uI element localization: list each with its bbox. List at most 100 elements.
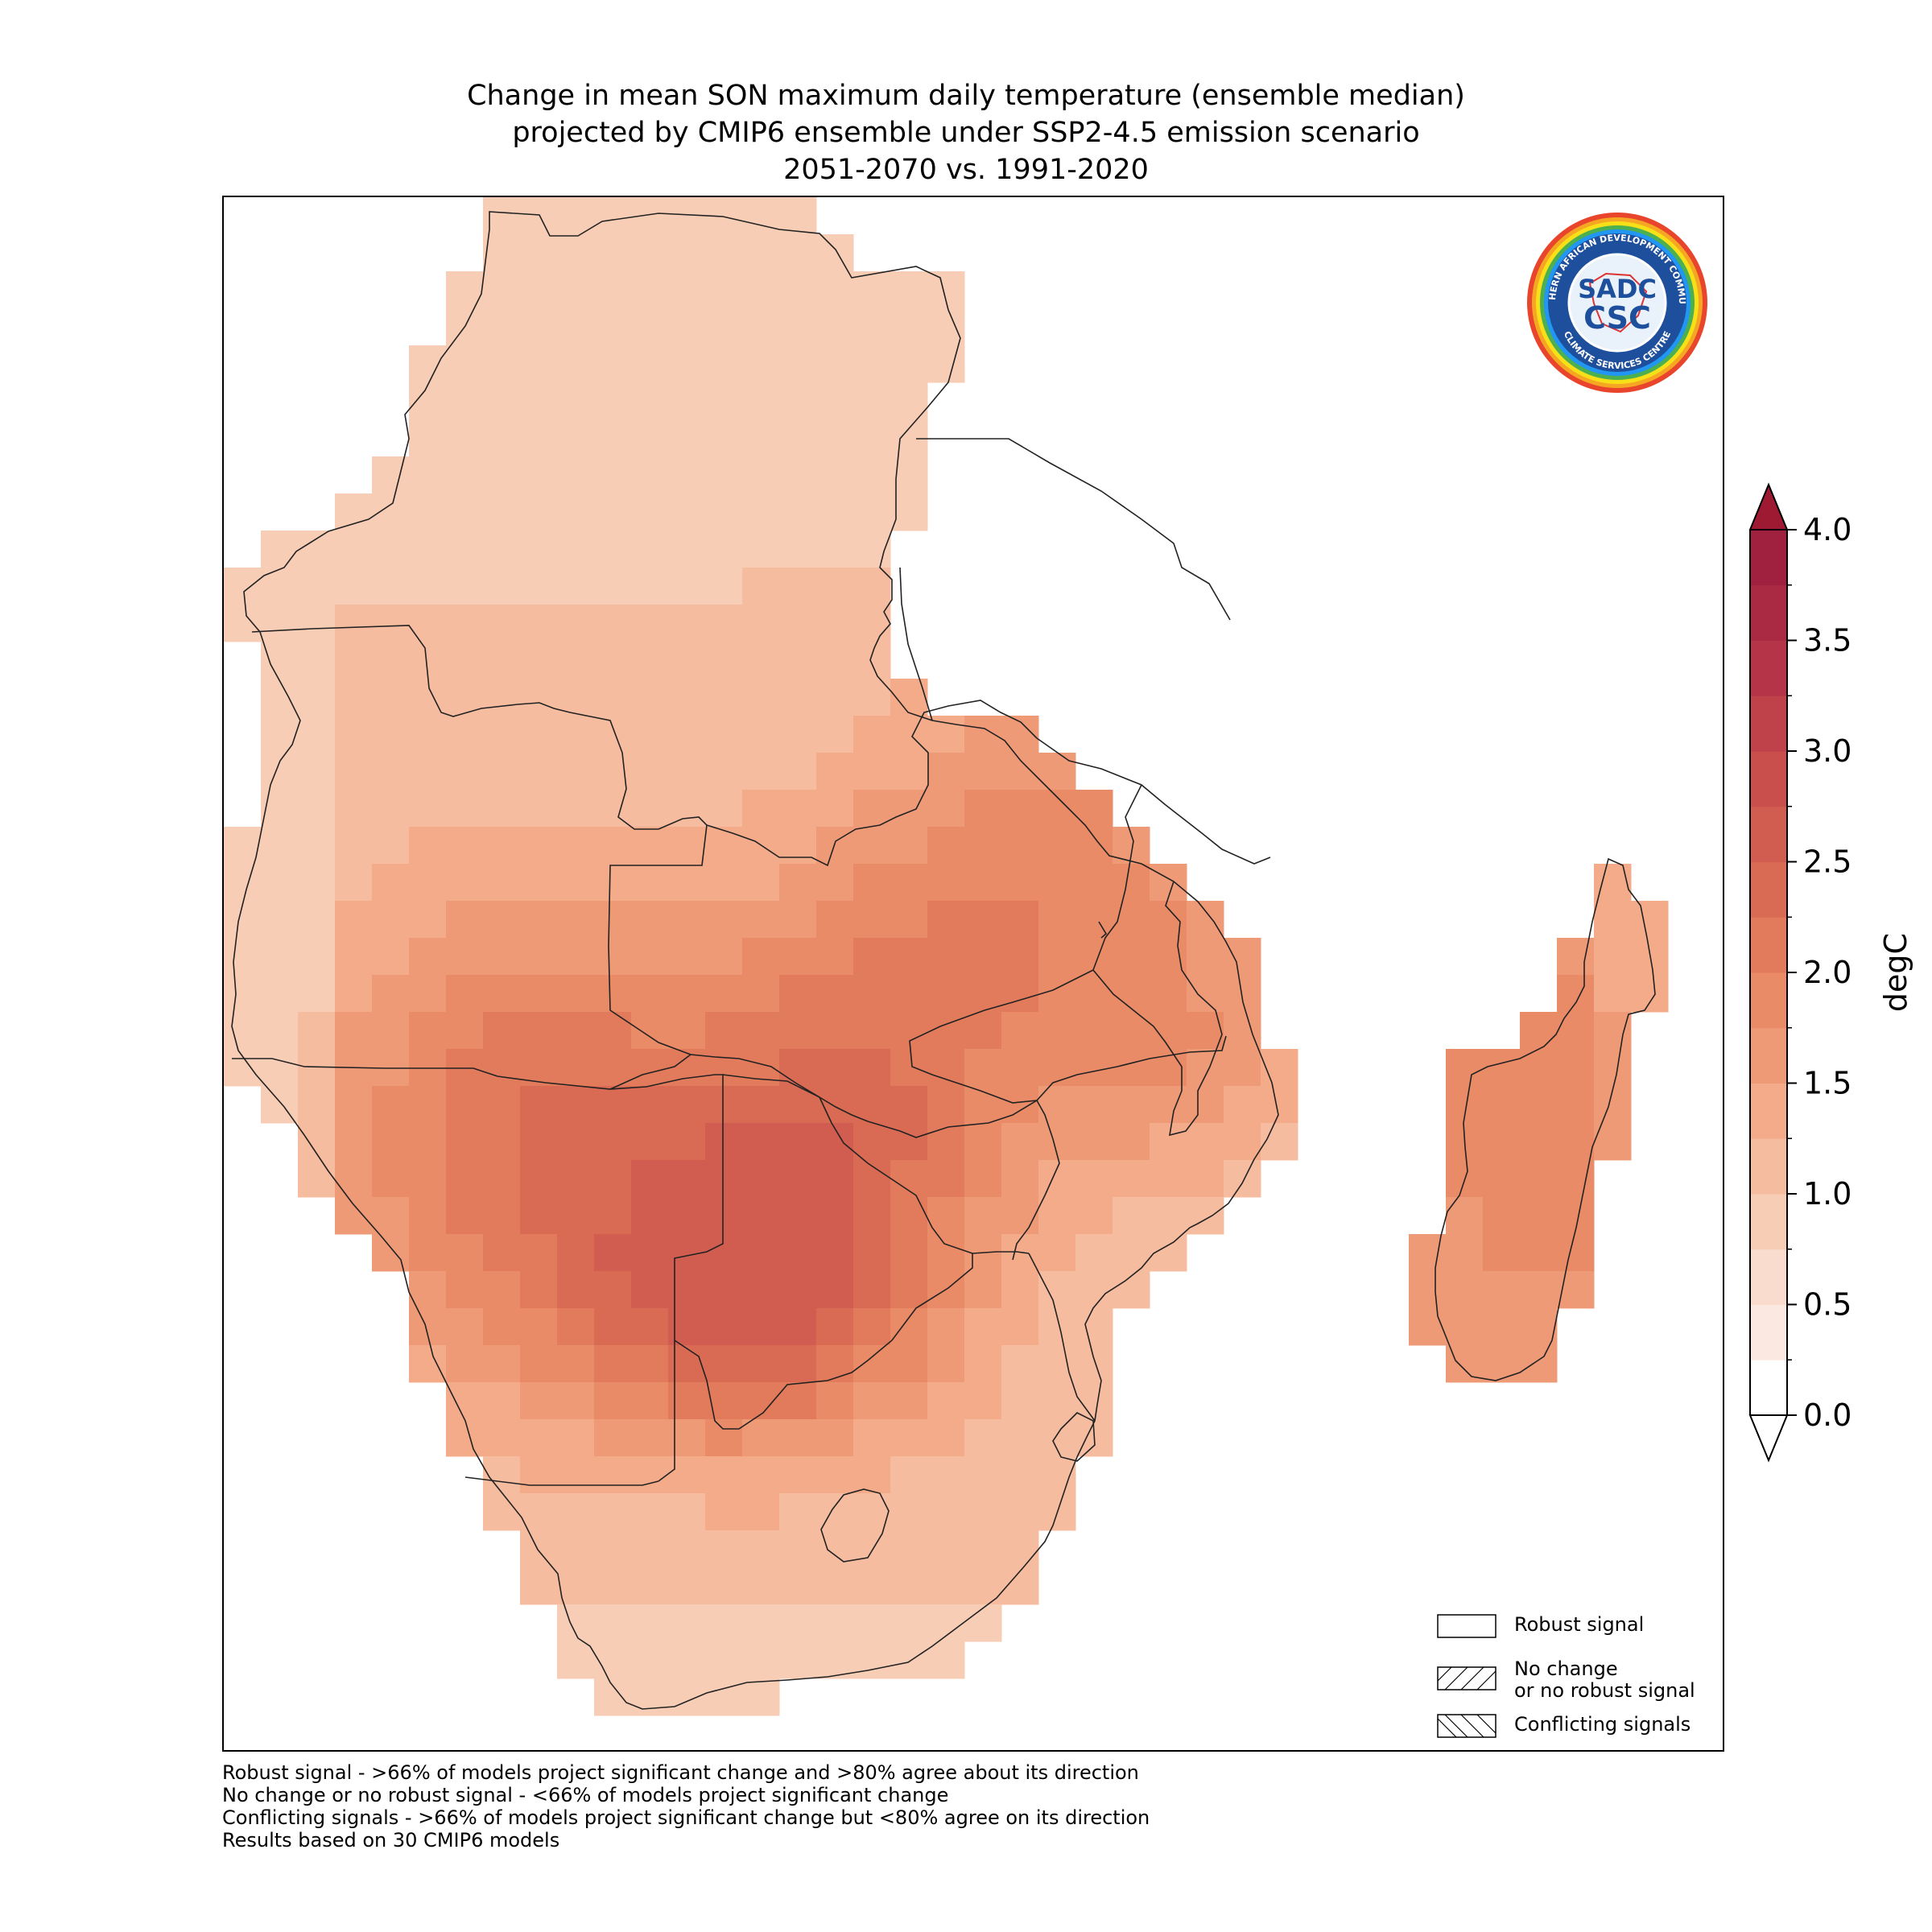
grid-cell xyxy=(964,1345,1002,1383)
grid-cell xyxy=(594,271,632,309)
colorbar-block xyxy=(1750,806,1787,862)
grid-cell xyxy=(372,530,410,568)
grid-cell xyxy=(409,753,447,791)
grid-cell xyxy=(1075,1160,1113,1198)
grid-cell xyxy=(668,493,706,531)
grid-cell xyxy=(298,938,336,976)
grid-cell xyxy=(1001,1530,1039,1568)
grid-cell xyxy=(816,308,854,346)
grid-cell xyxy=(557,382,595,420)
grid-cell xyxy=(927,901,965,939)
grid-cell xyxy=(890,938,928,976)
grid-cell xyxy=(520,493,558,531)
grid-cell xyxy=(335,864,373,902)
grid-cell xyxy=(594,530,632,568)
grid-cell xyxy=(335,827,373,865)
grid-cell xyxy=(1075,938,1113,976)
grid-cell xyxy=(1557,975,1595,1013)
grid-cell xyxy=(631,1419,669,1457)
grid-cell xyxy=(779,753,817,791)
grid-cell xyxy=(816,1604,854,1642)
grid-cell xyxy=(557,568,595,605)
grid-cell xyxy=(261,605,299,642)
grid-cell xyxy=(594,1456,632,1494)
grid-cell xyxy=(964,790,1002,828)
grid-cell xyxy=(890,1456,928,1494)
colorbar-ticks: 0.0 0.5 1.0 1.5 2.0 2.5 3.0 3.5 4.0 xyxy=(1787,512,1852,1433)
grid-cell xyxy=(742,530,780,568)
grid-cell xyxy=(1075,1271,1113,1309)
temperature-grid xyxy=(224,197,1669,1716)
grid-cell xyxy=(742,1308,780,1346)
grid-cell xyxy=(1038,1049,1076,1087)
grid-cell xyxy=(483,197,521,235)
grid-cell xyxy=(705,901,743,939)
grid-cell xyxy=(335,1123,373,1161)
grid-cell xyxy=(742,345,780,383)
grid-cell xyxy=(446,679,484,716)
grid-cell xyxy=(890,864,928,902)
grid-cell xyxy=(409,975,447,1013)
grid-cell xyxy=(1224,1123,1261,1161)
grid-cell xyxy=(483,716,521,753)
grid-cell xyxy=(520,382,558,420)
grid-cell xyxy=(520,234,558,272)
grid-cell xyxy=(446,975,484,1013)
grid-cell xyxy=(1038,864,1076,902)
grid-cell xyxy=(890,1234,928,1272)
grid-cell xyxy=(594,1271,632,1309)
grid-cell xyxy=(742,679,780,716)
footnote-no-change: No change or no robust signal - <66% of … xyxy=(222,1784,949,1806)
grid-cell xyxy=(927,1012,965,1050)
grid-cell xyxy=(594,679,632,716)
grid-cell xyxy=(483,1012,521,1050)
grid-cell xyxy=(557,345,595,383)
grid-cell xyxy=(816,1419,854,1457)
grid-cell xyxy=(557,530,595,568)
grid-cell xyxy=(853,456,891,494)
grid-cell xyxy=(557,234,595,272)
grid-cell xyxy=(668,938,706,976)
grid-cell xyxy=(557,1049,595,1087)
grid-cell xyxy=(890,1123,928,1161)
grid-cell xyxy=(631,1271,669,1309)
grid-cell xyxy=(668,1123,706,1161)
grid-cell xyxy=(224,1049,262,1087)
grid-cell xyxy=(520,1234,558,1272)
grid-cell xyxy=(557,1123,595,1161)
grid-cell xyxy=(1520,1197,1558,1235)
grid-cell xyxy=(1483,1271,1521,1309)
colorbar-block xyxy=(1750,640,1787,696)
grid-cell xyxy=(816,1197,854,1235)
grid-cell xyxy=(409,1234,447,1272)
grid-cell xyxy=(890,1419,928,1457)
legend-item-no-change: No change or no robust signal xyxy=(1437,1658,1695,1702)
grid-cell xyxy=(594,382,632,420)
grid-cell xyxy=(927,1493,965,1531)
border-zimbabwe-south-africa xyxy=(972,1251,1030,1254)
grid-cell xyxy=(224,568,262,605)
grid-cell xyxy=(668,1530,706,1568)
grid-cell xyxy=(1557,1271,1595,1309)
grid-cell xyxy=(298,605,336,642)
grid-cell xyxy=(853,1308,891,1346)
grid-cell xyxy=(261,1049,299,1087)
grid-cell xyxy=(816,1530,854,1568)
footnote-model-count: Results based on 30 CMIP6 models xyxy=(222,1829,560,1852)
grid-cell xyxy=(557,1197,595,1235)
grid-cell xyxy=(705,1049,743,1087)
grid-cell xyxy=(483,308,521,346)
grid-cell xyxy=(890,1382,928,1420)
grid-cell xyxy=(668,1382,706,1420)
grid-cell xyxy=(1038,938,1076,976)
legend-label-conflicting: Conflicting signals xyxy=(1514,1713,1691,1736)
colorbar-tick-label: 0.0 xyxy=(1803,1397,1852,1433)
grid-cell xyxy=(594,568,632,605)
grid-cell xyxy=(520,827,558,865)
grid-cell xyxy=(409,1345,447,1383)
grid-cell xyxy=(557,864,595,902)
grid-cell xyxy=(1483,1345,1521,1383)
grid-cell xyxy=(1113,1271,1150,1309)
grid-cell xyxy=(335,753,373,791)
grid-cell xyxy=(335,568,373,605)
